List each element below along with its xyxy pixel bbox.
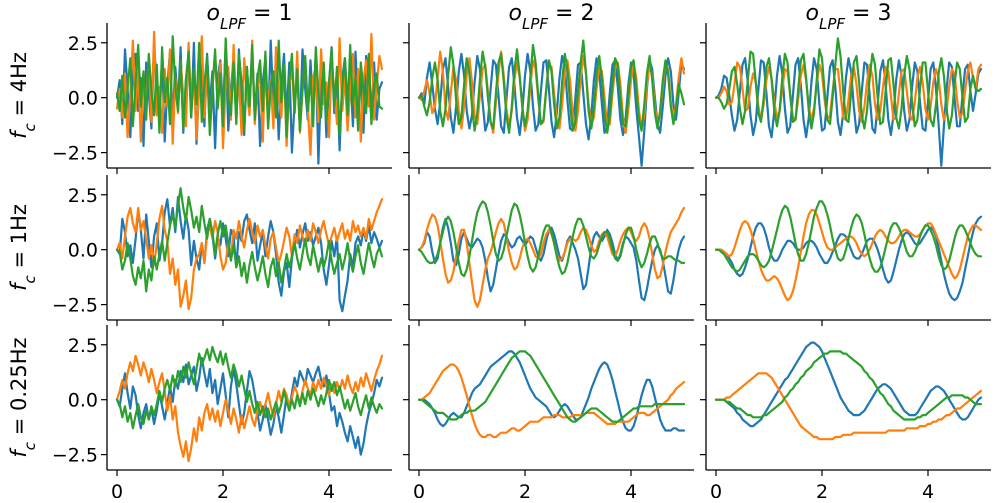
y-tick-label: 2.5 <box>68 185 98 207</box>
series-line-r1c0-2 <box>115 187 384 293</box>
series-line-r1c1-0 <box>417 217 686 302</box>
x-tick-label: 4 <box>625 481 637 498</box>
column-title: oLPF = 2 <box>509 1 595 33</box>
series-line-r0c1-0 <box>417 52 686 167</box>
y-tick-label: −2.5 <box>52 143 98 165</box>
series-line-r1c1-2 <box>417 200 686 278</box>
series-line-r2c2-0 <box>714 341 983 428</box>
y-tick-label: −2.5 <box>52 445 98 467</box>
series-line-r0c2-2 <box>714 37 983 130</box>
series-line-r1c2-0 <box>714 215 983 302</box>
series-line-r1c2-2 <box>714 200 983 273</box>
y-tick-label: 2.5 <box>68 335 98 357</box>
series-line-r2c1-1 <box>417 363 686 439</box>
y-tick-label: 0.0 <box>68 88 98 110</box>
series-line-r2c0-1 <box>115 354 384 463</box>
series-line-r1c0-0 <box>115 195 384 313</box>
y-tick-label: 0.0 <box>68 240 98 262</box>
x-tick-label: 2 <box>519 481 531 498</box>
x-tick-label: 0 <box>413 481 425 498</box>
series-line-r0c0-2 <box>115 35 384 139</box>
x-tick-label: 0 <box>111 481 123 498</box>
x-tick-label: 4 <box>323 481 335 498</box>
x-tick-label: 2 <box>816 481 828 498</box>
y-tick-label: −2.5 <box>52 295 98 317</box>
row-label: fc = 4Hz <box>7 52 39 139</box>
y-tick-label: 2.5 <box>68 33 98 55</box>
y-tick-label: 0.0 <box>68 390 98 412</box>
x-tick-label: 4 <box>922 481 934 498</box>
series-line-r2c0-2 <box>115 345 384 430</box>
series-line-r2c2-1 <box>714 372 983 441</box>
x-tick-label: 2 <box>217 481 229 498</box>
series-line-r0c1-2 <box>417 39 686 134</box>
row-label: fc = 0.25Hz <box>7 337 39 457</box>
x-tick-label: 0 <box>710 481 722 498</box>
series-line-r1c0-1 <box>115 198 384 311</box>
column-title: oLPF = 1 <box>207 1 293 33</box>
series-line-r2c2-2 <box>714 350 983 421</box>
column-title: oLPF = 3 <box>806 1 892 33</box>
row-label: fc = 1Hz <box>7 204 39 291</box>
series-line-r2c1-2 <box>417 350 686 423</box>
